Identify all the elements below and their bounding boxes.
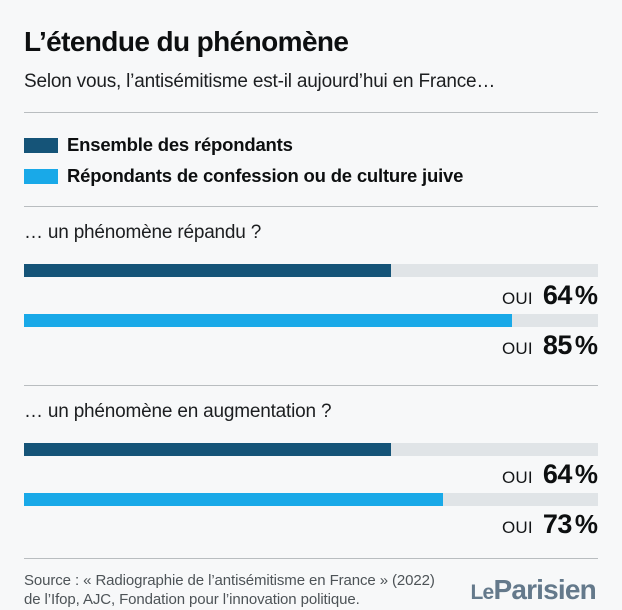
page-title: L’étendue du phénomène — [24, 26, 349, 57]
source-line-1: Source : « Radiographie de l’antisémitis… — [24, 572, 435, 589]
bar-fill-ensemble — [24, 443, 392, 456]
legend-swatch-light-blue — [24, 168, 58, 184]
answer-label: OUI — [502, 289, 533, 308]
logo-word-parisien: Parisien — [493, 574, 596, 605]
result-label: OUI 85 % — [24, 330, 598, 364]
section-repandu: … un phénomène répandu ? OUI 64 % OUI 85… — [24, 222, 598, 364]
result-value: 64 — [542, 280, 573, 310]
footer: Source : « Radiographie de l’antisémitis… — [24, 571, 598, 609]
result-value: 85 — [542, 330, 573, 360]
result-unit: % — [574, 459, 598, 489]
legend-label: Ensemble des répondants — [67, 134, 293, 155]
source-text: Source : « Radiographie de l’antisémitis… — [24, 571, 435, 609]
result-unit: % — [574, 509, 598, 539]
bar-track — [24, 443, 598, 456]
source-line-2: de l’Ifop, AJC, Fondation pour l’innovat… — [24, 591, 360, 608]
result-label: OUI 73 % — [24, 509, 598, 543]
bar-fill-ensemble — [24, 264, 392, 277]
result-label: OUI 64 % — [24, 459, 598, 493]
chart-legend: Ensemble des répondants Répondants de co… — [24, 134, 598, 187]
answer-label: OUI — [502, 339, 533, 358]
divider — [24, 206, 598, 207]
bar-fill-juive — [24, 493, 444, 506]
divider — [24, 112, 598, 113]
result-value: 64 — [542, 459, 573, 489]
result-unit: % — [574, 280, 598, 310]
bar-fill-juive — [24, 314, 512, 327]
legend-item-juive: Répondants de confession ou de culture j… — [24, 165, 598, 187]
section-augmentation: … un phénomène en augmentation ? OUI 64 … — [24, 401, 598, 543]
legend-swatch-dark-blue — [24, 137, 58, 153]
result-value: 73 — [542, 509, 573, 539]
result-label: OUI 64 % — [24, 280, 598, 314]
answer-label: OUI — [502, 468, 533, 487]
divider — [24, 558, 598, 559]
bar-track — [24, 493, 598, 506]
le-parisien-logo: LeParisien — [471, 574, 598, 606]
bar-track — [24, 264, 598, 277]
question-1: … un phénomène répandu ? — [24, 222, 262, 243]
logo-word-le: Le — [470, 581, 495, 604]
chart-subtitle: Selon vous, l’antisémitisme est-il aujou… — [24, 71, 496, 92]
answer-label: OUI — [502, 518, 533, 537]
legend-label: Répondants de confession ou de culture j… — [67, 165, 464, 186]
bar-track — [24, 314, 598, 327]
legend-item-ensemble: Ensemble des répondants — [24, 134, 598, 156]
divider — [24, 385, 598, 386]
result-unit: % — [574, 330, 598, 360]
question-2: … un phénomène en augmentation ? — [24, 401, 332, 422]
